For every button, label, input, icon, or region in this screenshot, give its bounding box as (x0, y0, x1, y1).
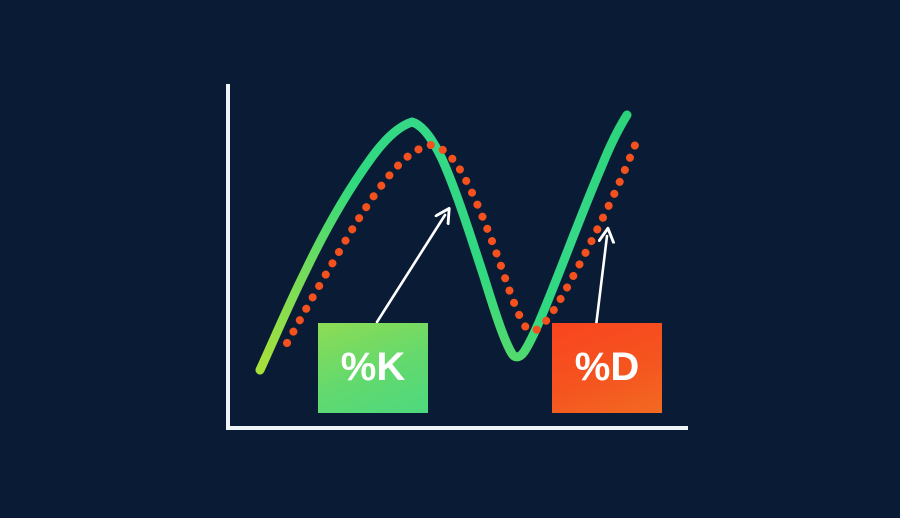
arrow-to-d-line (594, 236, 607, 328)
series-percent-d (283, 136, 641, 347)
legend-label-percent-k: %K (340, 345, 406, 389)
legend-label-percent-d: %D (574, 345, 640, 389)
legend-box-percent-k[interactable]: %K (318, 323, 428, 413)
annotation-arrows (375, 215, 607, 328)
chart-axes (226, 84, 688, 430)
percent-k-line (255, 110, 632, 375)
series-percent-k (255, 110, 632, 375)
percent-d-line (283, 136, 641, 347)
legend-box-percent-d[interactable]: %D (552, 323, 662, 413)
arrow-to-k-line (375, 215, 445, 324)
